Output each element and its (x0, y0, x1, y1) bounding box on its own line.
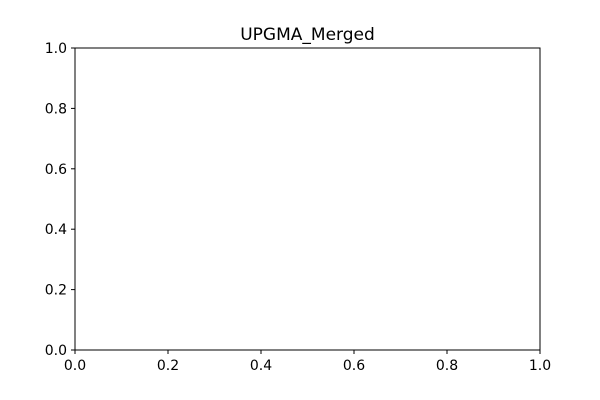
y-tick-label: 0.6 (45, 162, 67, 178)
x-tick-label: 0.6 (343, 358, 365, 374)
y-axis: 0.0 0.2 0.4 0.6 0.8 1.0 (45, 41, 75, 359)
x-tick-label: 0.4 (250, 358, 272, 374)
plot-area (74, 47, 541, 351)
y-tick-label: 0.2 (45, 283, 67, 299)
x-axis: 0.0 0.2 0.4 0.6 0.8 1.0 (64, 350, 551, 374)
x-tick-label: 1.0 (529, 358, 551, 374)
x-tick-label: 0.2 (157, 358, 179, 374)
y-tick-label: 1.0 (45, 41, 67, 57)
x-tick-label: 0.8 (436, 358, 458, 374)
x-tick-label: 0.0 (64, 358, 86, 374)
y-tick-label: 0.0 (45, 343, 67, 359)
y-tick-label: 0.8 (45, 101, 67, 117)
y-tick-label: 0.4 (45, 222, 67, 238)
chart-title: UPGMA_Merged (240, 25, 375, 45)
